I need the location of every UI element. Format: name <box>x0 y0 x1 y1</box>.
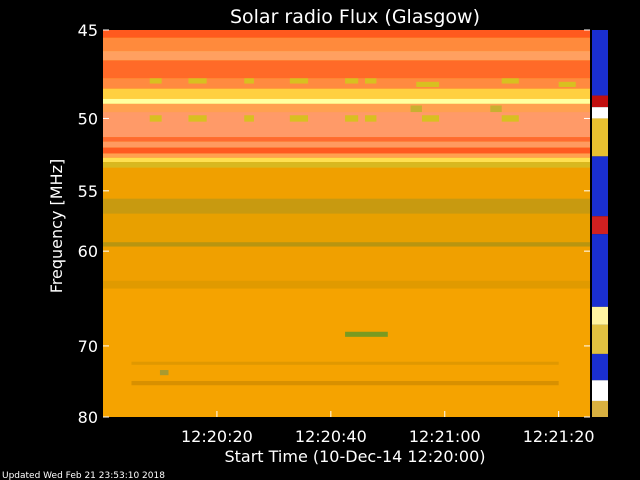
y-axis-ticks: 45 50 55 60 70 80 <box>78 21 590 427</box>
burst-feature-5 <box>365 78 377 84</box>
burst-feature-11 <box>244 115 254 122</box>
y-axis-label: Frequency [MHz] <box>47 159 66 293</box>
colorbar-strip <box>592 30 608 417</box>
burst-feature-12 <box>289 115 309 122</box>
burst-feature-20 <box>131 380 559 386</box>
band-top-edge <box>103 30 590 38</box>
y-tick-label-3: 60 <box>78 242 98 261</box>
colorbar-segment-7 <box>592 306 608 325</box>
x-tick-label-3: 12:21:20 <box>523 427 595 446</box>
frequency-band-17 <box>103 242 590 247</box>
burst-feature-19 <box>345 331 388 337</box>
burst-feature-7 <box>501 78 519 84</box>
colorbar-segment-0 <box>592 30 608 96</box>
burst-feature-13 <box>345 115 359 122</box>
burst-feature-21 <box>131 361 559 365</box>
colorbar-segment-3 <box>592 118 608 157</box>
y-tick-label-1: 50 <box>78 109 98 128</box>
frequency-band-14 <box>103 167 590 199</box>
frequency-band-2 <box>103 60 590 79</box>
frequency-band-1 <box>103 51 590 61</box>
x-axis-label: Start Time (10-Dec-14 12:20:00) <box>224 447 485 466</box>
frequency-band-15 <box>103 198 590 214</box>
frequency-band-19 <box>103 280 590 289</box>
burst-feature-3 <box>289 78 309 84</box>
frequency-band-0 <box>103 37 590 52</box>
colorbar-segment-10 <box>592 380 608 401</box>
frequency-band-18 <box>103 246 590 281</box>
frequency-band-6 <box>103 103 590 113</box>
colorbar-segment-1 <box>592 95 608 108</box>
x-tick-label-0: 12:20:20 <box>181 427 253 446</box>
frequency-band-20 <box>103 288 590 417</box>
colorbar-segment-6 <box>592 234 608 307</box>
y-tick-label-0: 45 <box>78 21 98 40</box>
x-tick-label-2: 12:21:00 <box>409 427 481 446</box>
frequency-band-10 <box>103 147 590 154</box>
plot-area <box>103 30 590 417</box>
burst-feature-0 <box>149 78 162 84</box>
burst-feature-10 <box>188 115 207 122</box>
frequency-band-8 <box>103 137 590 142</box>
colorbar-segment-11 <box>592 400 608 417</box>
burst-feature-1 <box>188 78 207 84</box>
colorbar-segment-5 <box>592 216 608 235</box>
burst-feature-9 <box>149 115 162 122</box>
updated-timestamp: Updated Wed Feb 21 23:53:10 2018 <box>2 471 165 480</box>
x-axis-ticks: 12:20:20 12:20:40 12:21:00 12:21:20 <box>181 411 595 446</box>
burst-feature-17 <box>410 105 422 113</box>
chart-title: Solar radio Flux (Glasgow) <box>230 6 480 28</box>
colorbar-segment-9 <box>592 353 608 381</box>
colorbar-segment-4 <box>592 156 608 217</box>
frequency-band-16 <box>103 213 590 243</box>
burst-feature-2 <box>244 78 254 84</box>
frequency-band-12 <box>103 157 590 163</box>
colorbar-segment-2 <box>592 107 608 119</box>
colorbar-segment-8 <box>592 324 608 354</box>
frequency-band-11 <box>103 153 590 158</box>
frequency-band-4 <box>103 88 590 99</box>
burst-feature-16 <box>501 115 519 122</box>
burst-feature-14 <box>365 115 377 122</box>
frequency-band-9 <box>103 141 590 148</box>
frequency-band-13 <box>103 162 590 168</box>
y-tick-label-4: 70 <box>78 337 98 356</box>
burst-feature-6 <box>416 81 440 88</box>
frequency-band-5 <box>103 98 590 104</box>
x-tick-label-1: 12:20:40 <box>295 427 367 446</box>
y-tick-label-5: 80 <box>78 408 98 427</box>
burst-feature-8 <box>558 81 576 88</box>
burst-feature-22 <box>159 370 169 376</box>
burst-feature-15 <box>421 115 440 122</box>
y-tick-label-2: 55 <box>78 182 98 201</box>
burst-feature-4 <box>345 78 359 84</box>
burst-feature-18 <box>490 105 502 113</box>
